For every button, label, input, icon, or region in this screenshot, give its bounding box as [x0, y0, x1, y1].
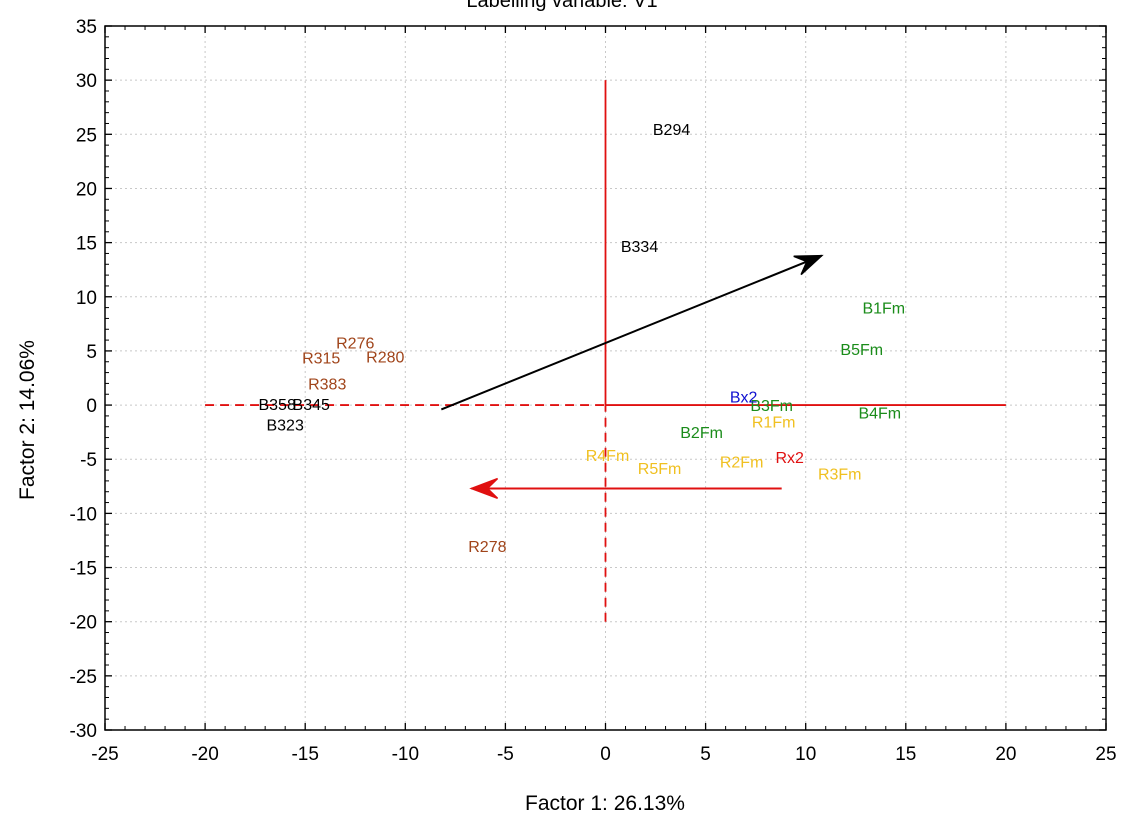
x-tick-label: 10 — [795, 744, 816, 765]
point-label-r3fm: R3Fm — [818, 466, 862, 483]
x-tick-label: 0 — [600, 744, 611, 765]
point-label-r383: R383 — [308, 376, 346, 393]
reference-axes — [205, 80, 1006, 622]
point-label-b345: B345 — [293, 397, 330, 414]
point-label-b5fm: B5Fm — [840, 342, 883, 359]
y-tick-label: 10 — [76, 288, 97, 309]
y-tick-label: -10 — [70, 504, 97, 525]
arrow-head — [793, 254, 824, 276]
y-tick-label: 5 — [86, 342, 97, 363]
x-tick-label: -5 — [497, 744, 514, 765]
x-tick-label: 25 — [1095, 744, 1116, 765]
y-tick-label: 25 — [76, 125, 97, 146]
x-tick-label: -10 — [392, 744, 419, 765]
x-axis-title: Factor 1: 26.13% — [525, 792, 685, 815]
y-tick-label: -20 — [70, 613, 97, 634]
y-tick-label: -5 — [80, 450, 97, 471]
axis-ticks: -25 -20 -15 -10 -5 0 5 10 15 20 25-30-25-20-15-10-… — [70, 17, 1117, 765]
point-label-r276: R276 — [336, 335, 374, 352]
point-label-bx2: Bx2 — [730, 389, 758, 406]
arrow-shaft — [440, 254, 823, 411]
x-tick-label: 5 — [700, 744, 711, 765]
point-label-r2fm: R2Fm — [720, 454, 764, 471]
point-label-b2fm: B2Fm — [680, 425, 723, 442]
y-tick-label: -30 — [70, 721, 97, 742]
y-tick-label: 15 — [76, 234, 97, 255]
x-tick-label: -20 — [191, 744, 218, 765]
x-tick-label: 20 — [995, 744, 1016, 765]
point-label-b358: B358 — [258, 397, 295, 414]
y-axis-title: Factor 2: 14.06% — [16, 340, 39, 500]
y-tick-label: 0 — [86, 396, 97, 417]
point-label-r1fm: R1Fm — [752, 414, 796, 431]
chart-title: Labelling variable: V1 — [466, 0, 657, 12]
x-tick-label: 15 — [895, 744, 916, 765]
x-tick-label: -25 — [91, 744, 118, 765]
y-tick-label: -25 — [70, 667, 97, 688]
point-label-rx2: Rx2 — [775, 450, 804, 467]
point-label-r4fm: R4Fm — [586, 448, 630, 465]
x-tick-label: -15 — [291, 744, 318, 765]
point-label-r315: R315 — [302, 350, 340, 367]
y-tick-label: 20 — [76, 179, 97, 200]
point-label-b334: B334 — [621, 239, 658, 256]
point-label-r280: R280 — [366, 349, 404, 366]
y-tick-label: 35 — [76, 17, 97, 38]
arrow-head — [469, 477, 499, 500]
y-tick-label: 30 — [76, 71, 97, 92]
point-label-b323: B323 — [266, 418, 303, 435]
point-label-r278: R278 — [468, 539, 506, 556]
point-label-b294: B294 — [653, 122, 690, 139]
y-tick-label: -15 — [70, 559, 97, 580]
point-label-b4fm: B4Fm — [858, 406, 901, 423]
direction-arrows — [440, 254, 824, 500]
point-label-b1fm: B1Fm — [862, 301, 905, 318]
point-label-r5fm: R5Fm — [638, 461, 682, 478]
point-label-b3fm: B3Fm — [750, 398, 793, 415]
